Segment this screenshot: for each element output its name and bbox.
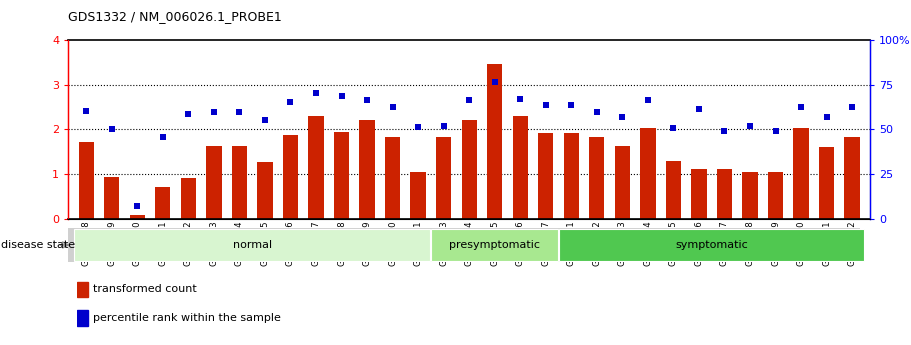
Point <box>615 114 630 120</box>
Text: symptomatic: symptomatic <box>675 240 748 250</box>
Bar <box>640 128 656 219</box>
Point <box>436 124 451 129</box>
Bar <box>615 146 630 219</box>
Point <box>793 104 808 110</box>
Bar <box>487 65 502 219</box>
Point <box>717 128 732 134</box>
Bar <box>77 310 87 326</box>
Bar <box>257 162 272 219</box>
Bar <box>589 137 605 219</box>
Point <box>487 80 502 85</box>
Text: disease state: disease state <box>1 240 75 250</box>
Point <box>666 126 681 131</box>
Bar <box>564 132 579 219</box>
Bar <box>104 177 119 219</box>
Bar <box>206 146 221 219</box>
Point <box>538 102 553 108</box>
Bar <box>282 135 298 219</box>
Bar <box>231 146 247 219</box>
Bar <box>742 172 758 219</box>
Bar <box>538 132 553 219</box>
Bar <box>717 169 732 219</box>
Bar <box>411 172 425 219</box>
Bar <box>308 116 323 219</box>
Bar <box>77 282 87 297</box>
Bar <box>155 187 170 219</box>
Point <box>207 110 221 115</box>
Bar <box>359 120 374 219</box>
Point <box>334 93 349 99</box>
Point <box>156 135 170 140</box>
Point <box>181 111 196 117</box>
Bar <box>74 229 430 261</box>
Bar <box>436 137 451 219</box>
Bar <box>691 169 707 219</box>
Bar <box>78 142 94 219</box>
Point <box>411 125 425 130</box>
Bar <box>768 172 783 219</box>
Point <box>564 102 578 108</box>
Bar <box>129 215 145 219</box>
Point <box>385 104 400 110</box>
Point <box>589 110 604 115</box>
Text: normal: normal <box>232 240 271 250</box>
Point <box>640 98 655 103</box>
Point <box>360 98 374 103</box>
Point <box>691 106 706 112</box>
Point <box>819 114 834 120</box>
Point <box>283 100 298 105</box>
Point <box>844 104 859 110</box>
Bar <box>819 147 834 219</box>
Point <box>513 96 527 102</box>
Text: GDS1332 / NM_006026.1_PROBE1: GDS1332 / NM_006026.1_PROBE1 <box>68 10 282 23</box>
Point <box>462 98 476 103</box>
Text: transformed count: transformed count <box>93 284 197 294</box>
Bar <box>666 161 681 219</box>
Point <box>130 203 145 208</box>
Point <box>742 123 757 129</box>
Bar <box>513 116 527 219</box>
Bar <box>462 120 476 219</box>
Point <box>105 127 119 132</box>
Point <box>258 118 272 123</box>
Bar <box>385 137 400 219</box>
Point <box>79 109 94 114</box>
Point <box>768 128 783 134</box>
Bar <box>793 128 809 219</box>
Point <box>232 110 247 115</box>
Text: percentile rank within the sample: percentile rank within the sample <box>93 313 281 323</box>
Text: presymptomatic: presymptomatic <box>449 240 540 250</box>
Point <box>309 91 323 96</box>
Bar <box>333 132 349 219</box>
Bar <box>432 229 558 261</box>
Bar <box>844 137 860 219</box>
Bar <box>559 229 865 261</box>
Bar <box>180 178 196 219</box>
